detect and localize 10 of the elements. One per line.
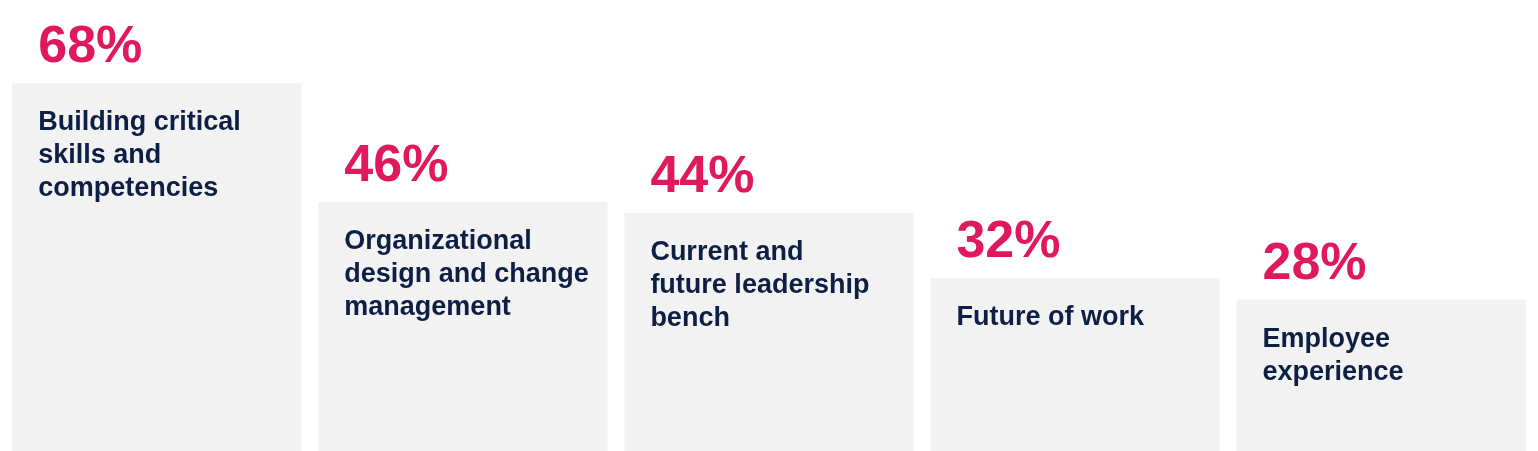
x-tick-label: Current and future leadership bench bbox=[650, 235, 870, 332]
data-label: 28% bbox=[1262, 231, 1367, 290]
x-tick-label: Future of work bbox=[956, 300, 1145, 331]
data-label: 68% bbox=[38, 15, 143, 74]
x-tick-label: Organizational design and change management bbox=[344, 225, 589, 322]
x-tick-label: Building critical skills and competencies bbox=[38, 106, 241, 203]
data-label: 44% bbox=[650, 144, 755, 203]
data-label: 46% bbox=[344, 134, 449, 193]
x-tick-label: Employee experience bbox=[1262, 322, 1404, 386]
data-label: 32% bbox=[956, 209, 1061, 268]
